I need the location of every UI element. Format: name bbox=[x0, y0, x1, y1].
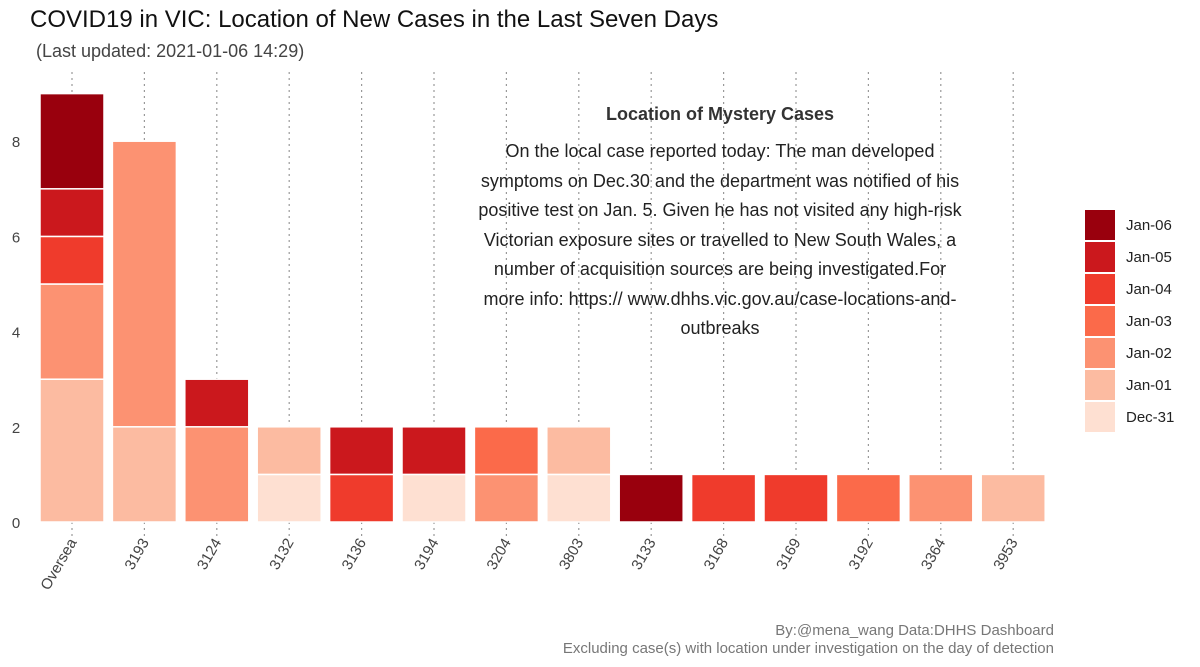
bar-segment bbox=[401, 426, 467, 476]
y-tick-label: 6 bbox=[12, 229, 20, 246]
bar-segment bbox=[256, 426, 322, 476]
legend-swatch bbox=[1085, 370, 1115, 400]
x-tick-label: 3168 bbox=[701, 536, 732, 573]
legend-swatch bbox=[1085, 306, 1115, 336]
x-axis: Oversea 3193 3124 3132 3136 3194 3204 3803 3133 3… bbox=[37, 535, 1021, 593]
bar-segment bbox=[835, 473, 902, 523]
bar-segment bbox=[908, 473, 974, 523]
bar-segment bbox=[546, 426, 612, 476]
bar-segment bbox=[473, 426, 540, 476]
x-tick-label: 3132 bbox=[266, 536, 297, 573]
bar-segment bbox=[111, 426, 178, 523]
x-tick-label: 3953 bbox=[990, 535, 1021, 572]
x-tick-label: 3193 bbox=[121, 536, 152, 573]
chart-subtitle: (Last updated: 2021-01-06 14:29) bbox=[36, 41, 305, 61]
annotation-title: Location of Mystery Cases bbox=[605, 104, 835, 124]
legend-swatch bbox=[1085, 402, 1115, 432]
x-tick-label: 3803 bbox=[556, 536, 587, 573]
annotation-text: On the local case reported today: The ma… bbox=[478, 141, 962, 338]
y-tick-label: 0 bbox=[12, 515, 20, 532]
y-tick-label: 4 bbox=[12, 325, 20, 342]
y-tick-label: 8 bbox=[12, 134, 20, 151]
y-tick-label: 2 bbox=[12, 420, 20, 437]
bar-segment bbox=[39, 92, 105, 190]
x-tick-label: 3192 bbox=[845, 536, 876, 573]
legend-label: Jan-02 bbox=[1126, 345, 1172, 362]
legend-label: Dec-31 bbox=[1126, 409, 1174, 426]
bar-segment bbox=[980, 473, 1046, 523]
bar-segment bbox=[256, 473, 322, 523]
x-tick-label: 3169 bbox=[773, 536, 804, 573]
bar-segment bbox=[39, 378, 105, 523]
x-tick-label: 3204 bbox=[483, 536, 514, 573]
y-axis: 0 2 4 6 8 bbox=[12, 134, 20, 532]
legend-label: Jan-06 bbox=[1126, 217, 1172, 234]
bar-segment bbox=[184, 378, 250, 428]
bar-segment bbox=[618, 473, 684, 523]
bar-segment bbox=[546, 473, 612, 523]
x-tick-label: 3133 bbox=[628, 536, 659, 573]
bar-segment bbox=[328, 426, 395, 476]
bar-segment bbox=[690, 473, 757, 523]
annotation-box: Location of Mystery Cases On the local c… bbox=[470, 104, 970, 344]
legend-swatch bbox=[1085, 274, 1115, 304]
legend-label: Jan-05 bbox=[1126, 249, 1172, 266]
caption-note: Excluding case(s) with location under in… bbox=[562, 640, 1054, 657]
bar-segment bbox=[401, 473, 467, 523]
bar-segment bbox=[184, 426, 250, 523]
x-tick-label: 3194 bbox=[411, 536, 442, 573]
bar-segment bbox=[473, 473, 540, 523]
x-tick-label: 3136 bbox=[339, 536, 370, 573]
legend: Jan-06 Jan-05 Jan-04 Jan-03 Jan-02 Jan-01 Dec-… bbox=[1085, 210, 1174, 432]
bar-segment bbox=[328, 473, 395, 523]
bar-segment bbox=[39, 235, 105, 285]
legend-label: Jan-03 bbox=[1126, 313, 1172, 330]
bar-segment bbox=[39, 188, 105, 238]
legend-label: Jan-04 bbox=[1126, 281, 1172, 298]
legend-swatch bbox=[1085, 210, 1115, 240]
legend-swatch bbox=[1085, 242, 1115, 272]
bar-segment bbox=[763, 473, 829, 523]
bars bbox=[39, 92, 1046, 523]
x-tick-label: Oversea bbox=[37, 535, 80, 593]
bar-segment bbox=[111, 140, 178, 428]
bar-segment bbox=[39, 283, 105, 380]
x-tick-label: 3124 bbox=[194, 536, 225, 573]
legend-label: Jan-01 bbox=[1126, 377, 1172, 394]
x-tick-label: 3364 bbox=[918, 536, 949, 573]
legend-swatch bbox=[1085, 338, 1115, 368]
chart-title: COVID19 in VIC: Location of New Cases in… bbox=[30, 6, 719, 33]
caption-credit: By:@mena_wang Data:DHHS Dashboard bbox=[775, 622, 1054, 639]
